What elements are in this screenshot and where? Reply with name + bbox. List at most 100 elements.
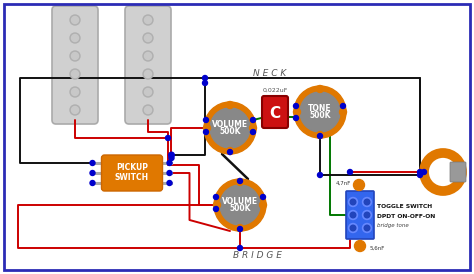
Circle shape xyxy=(249,124,256,132)
Circle shape xyxy=(72,53,79,59)
Text: C: C xyxy=(269,105,281,121)
Circle shape xyxy=(363,210,372,219)
Circle shape xyxy=(348,198,357,207)
Circle shape xyxy=(167,181,172,185)
Circle shape xyxy=(145,35,152,41)
Circle shape xyxy=(203,118,209,122)
Circle shape xyxy=(72,89,79,96)
Circle shape xyxy=(143,33,153,43)
Circle shape xyxy=(202,76,208,81)
Circle shape xyxy=(210,108,250,148)
Circle shape xyxy=(203,130,209,135)
Circle shape xyxy=(228,150,233,155)
Circle shape xyxy=(340,104,346,109)
Text: TOGGLE SWITCH: TOGGLE SWITCH xyxy=(377,204,432,210)
Circle shape xyxy=(318,173,322,178)
Circle shape xyxy=(363,198,372,207)
Circle shape xyxy=(363,224,372,233)
Circle shape xyxy=(350,212,356,218)
Circle shape xyxy=(143,51,153,61)
Circle shape xyxy=(213,195,219,199)
Circle shape xyxy=(145,53,152,59)
Circle shape xyxy=(421,170,427,175)
Circle shape xyxy=(145,89,152,96)
Circle shape xyxy=(347,170,353,175)
Circle shape xyxy=(418,170,422,175)
Text: TONE: TONE xyxy=(308,104,332,113)
Circle shape xyxy=(293,104,299,109)
Circle shape xyxy=(145,16,152,24)
Circle shape xyxy=(90,170,95,176)
Text: N E C K: N E C K xyxy=(254,68,287,78)
Circle shape xyxy=(227,101,234,109)
Circle shape xyxy=(318,133,322,138)
Text: PICKUP: PICKUP xyxy=(116,164,148,173)
Circle shape xyxy=(203,124,210,132)
Circle shape xyxy=(250,130,255,135)
Circle shape xyxy=(204,102,256,154)
Text: 500K: 500K xyxy=(219,127,241,136)
Circle shape xyxy=(167,161,172,165)
Circle shape xyxy=(167,170,172,176)
Circle shape xyxy=(237,224,244,232)
Circle shape xyxy=(70,51,80,61)
Circle shape xyxy=(143,15,153,25)
Circle shape xyxy=(72,70,79,78)
Circle shape xyxy=(237,178,243,184)
Circle shape xyxy=(70,87,80,97)
Circle shape xyxy=(339,109,346,116)
Text: bridge tone: bridge tone xyxy=(377,222,409,227)
Circle shape xyxy=(169,152,174,158)
Circle shape xyxy=(418,173,422,178)
Circle shape xyxy=(317,85,323,93)
Circle shape xyxy=(145,107,152,113)
Circle shape xyxy=(145,70,152,78)
Text: 500K: 500K xyxy=(309,111,331,120)
Circle shape xyxy=(72,35,79,41)
Circle shape xyxy=(237,178,244,185)
Circle shape xyxy=(250,118,255,122)
Circle shape xyxy=(348,210,357,219)
Circle shape xyxy=(300,92,340,132)
Text: 500K: 500K xyxy=(229,204,251,213)
FancyBboxPatch shape xyxy=(450,162,466,182)
Circle shape xyxy=(70,33,80,43)
Circle shape xyxy=(70,15,80,25)
Circle shape xyxy=(259,201,266,209)
Circle shape xyxy=(213,201,220,209)
Circle shape xyxy=(70,69,80,79)
Circle shape xyxy=(169,156,174,161)
Circle shape xyxy=(350,199,356,205)
Circle shape xyxy=(143,105,153,115)
FancyBboxPatch shape xyxy=(262,96,288,128)
Circle shape xyxy=(72,16,79,24)
Text: VOLUME: VOLUME xyxy=(222,197,258,206)
FancyBboxPatch shape xyxy=(346,191,374,239)
Circle shape xyxy=(214,179,266,231)
Circle shape xyxy=(227,147,234,155)
Circle shape xyxy=(213,207,219,212)
Circle shape xyxy=(237,227,243,232)
Circle shape xyxy=(143,69,153,79)
FancyBboxPatch shape xyxy=(52,6,98,124)
Circle shape xyxy=(143,87,153,97)
Text: B R I D G E: B R I D G E xyxy=(234,252,283,261)
Circle shape xyxy=(364,225,370,231)
Circle shape xyxy=(364,199,370,205)
Circle shape xyxy=(237,246,243,250)
Circle shape xyxy=(317,132,323,138)
Circle shape xyxy=(355,241,365,252)
Circle shape xyxy=(293,116,299,121)
Circle shape xyxy=(294,86,346,138)
Circle shape xyxy=(72,107,79,113)
Circle shape xyxy=(202,81,208,85)
Text: SWITCH: SWITCH xyxy=(115,173,149,182)
Text: VOLUME: VOLUME xyxy=(212,120,248,129)
Circle shape xyxy=(293,109,301,116)
Circle shape xyxy=(261,195,265,199)
Text: 0,022uF: 0,022uF xyxy=(262,87,288,93)
Circle shape xyxy=(364,212,370,218)
Circle shape xyxy=(165,136,171,141)
Circle shape xyxy=(90,161,95,165)
Circle shape xyxy=(348,224,357,233)
